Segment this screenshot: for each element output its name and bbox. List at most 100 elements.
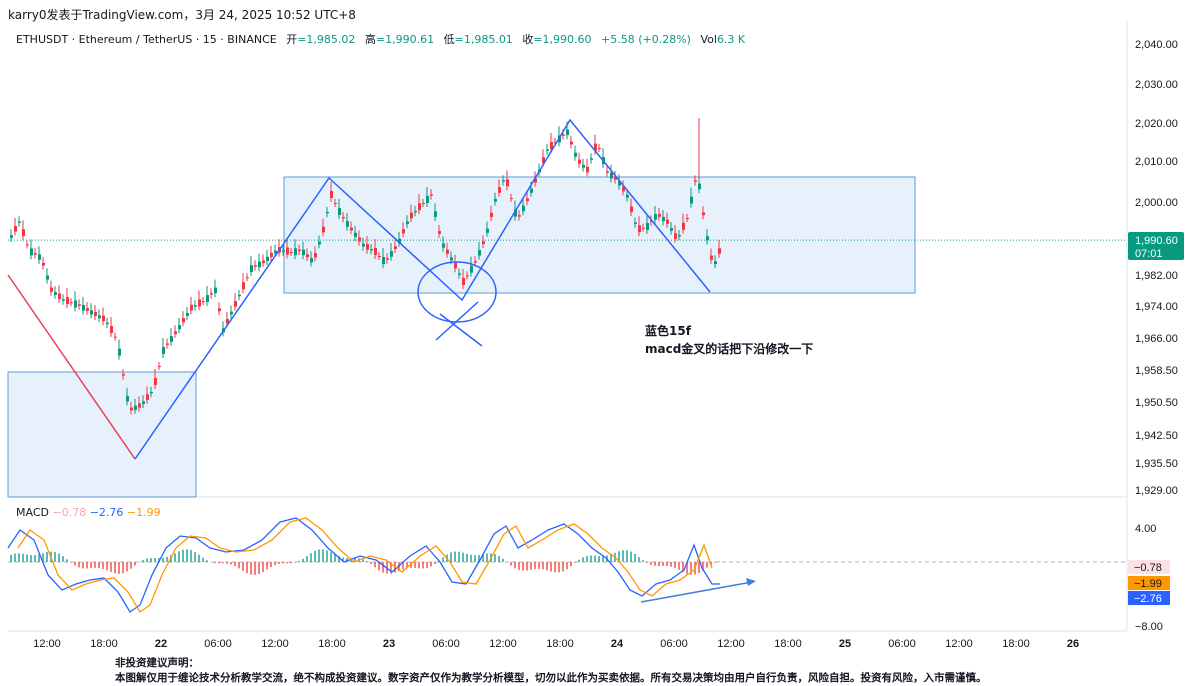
- consolidation-box[interactable]: [284, 177, 915, 293]
- histogram-bar: [538, 562, 540, 569]
- histogram-bar: [662, 562, 664, 566]
- candle-body: [38, 254, 41, 260]
- candle-body: [718, 248, 721, 254]
- price-tick-label: 1,942.50: [1135, 430, 1178, 442]
- price-axis[interactable]: 2,040.002,030.002,020.002,010.002,000.00…: [1135, 39, 1178, 497]
- histogram-bar: [566, 562, 568, 569]
- candle-body: [682, 223, 685, 230]
- histogram-bar: [542, 562, 544, 569]
- histogram-bar: [198, 555, 200, 562]
- histogram-bar: [362, 559, 364, 562]
- histogram-bar: [54, 552, 56, 562]
- histogram-bar: [326, 550, 328, 562]
- histogram-bar: [162, 558, 164, 562]
- candle-body: [690, 197, 693, 204]
- histogram-bar: [62, 556, 64, 562]
- histogram-bar: [666, 562, 668, 566]
- histogram-bar: [518, 562, 520, 570]
- candle-body: [402, 229, 405, 233]
- candle-body: [70, 302, 73, 303]
- candle-body: [214, 288, 217, 294]
- histogram-bar: [98, 562, 100, 568]
- histogram-bar: [310, 553, 312, 562]
- histogram-bar: [270, 562, 272, 567]
- histogram-bar: [374, 562, 376, 567]
- disclaimer-body: 本图解仅用于缠论技术分析教学交流，绝不构成投资建议。数字资产仅作为教学分析模型，…: [115, 671, 987, 686]
- candle-body: [670, 228, 673, 231]
- histogram-bar: [246, 562, 248, 573]
- candle-body: [562, 134, 565, 135]
- histogram-bar: [182, 550, 184, 562]
- time-label: 06:00: [660, 638, 688, 650]
- candle-body: [634, 223, 637, 224]
- histogram-bar: [226, 562, 228, 564]
- annotation-line-2[interactable]: macd金叉的话把下沿修改一下: [645, 341, 813, 356]
- candle-body: [246, 277, 249, 278]
- price-tick-label: 2,020.00: [1135, 118, 1178, 130]
- candle-body: [110, 326, 113, 333]
- histogram-bar: [262, 562, 264, 572]
- candle-body: [646, 223, 649, 230]
- candle-body: [678, 235, 681, 236]
- histogram-bar: [202, 558, 204, 562]
- candle-body: [510, 198, 513, 199]
- histogram-bar: [706, 562, 708, 568]
- candle-body: [638, 225, 641, 232]
- candle-body: [34, 253, 37, 254]
- candle-body: [474, 261, 477, 262]
- histogram-bar: [698, 562, 700, 573]
- histogram-bar: [466, 554, 468, 562]
- time-label: 12:00: [261, 638, 289, 650]
- candle-body: [642, 228, 645, 229]
- candle-body: [674, 233, 677, 239]
- candle-body: [282, 250, 285, 251]
- histogram-bar: [650, 562, 652, 565]
- histogram-bar: [526, 562, 528, 570]
- histogram-bar: [302, 559, 304, 562]
- candle-body: [586, 167, 589, 173]
- price-tick-label: 2,010.00: [1135, 156, 1178, 168]
- histogram-bar: [106, 562, 108, 570]
- histogram-bar: [298, 561, 300, 562]
- candle-body: [106, 323, 109, 324]
- histogram-bar: [230, 562, 232, 564]
- candle-body: [50, 288, 53, 292]
- candle-body: [178, 325, 181, 329]
- time-label: 06:00: [204, 638, 232, 650]
- candle-body: [490, 213, 493, 217]
- candle-body: [358, 237, 361, 241]
- histogram-bar: [678, 562, 680, 570]
- histogram-bar: [138, 562, 140, 563]
- histogram-bar: [286, 562, 288, 563]
- price-tick-label: 1,950.50: [1135, 397, 1178, 409]
- histogram-bar: [278, 562, 280, 564]
- lower-zone-box[interactable]: [8, 372, 196, 497]
- histogram-bar: [250, 562, 252, 575]
- macd-title[interactable]: MACD: [16, 506, 49, 519]
- candle-body: [286, 247, 289, 254]
- candle-body: [706, 236, 709, 240]
- candle-body: [10, 235, 13, 238]
- histogram-bar: [214, 562, 216, 563]
- histogram-bar: [474, 555, 476, 562]
- candle-body: [626, 195, 629, 198]
- histogram-bar: [498, 556, 500, 562]
- histogram-bar: [382, 562, 384, 573]
- histogram-bar: [266, 562, 268, 570]
- histogram-bar: [234, 562, 236, 566]
- candle-body: [218, 308, 221, 311]
- candle-body: [522, 206, 525, 212]
- histogram-bar: [634, 554, 636, 562]
- histogram-bar: [34, 555, 36, 562]
- candle-body: [338, 208, 341, 215]
- candle-body: [146, 394, 149, 400]
- cross-line-1[interactable]: [436, 302, 478, 340]
- annotation-line-1[interactable]: 蓝色15f: [645, 323, 692, 338]
- candle-body: [306, 254, 309, 257]
- candle-body: [326, 212, 329, 213]
- candle-body: [266, 257, 269, 261]
- time-label: 18:00: [90, 638, 118, 650]
- histogram-bar: [366, 561, 368, 562]
